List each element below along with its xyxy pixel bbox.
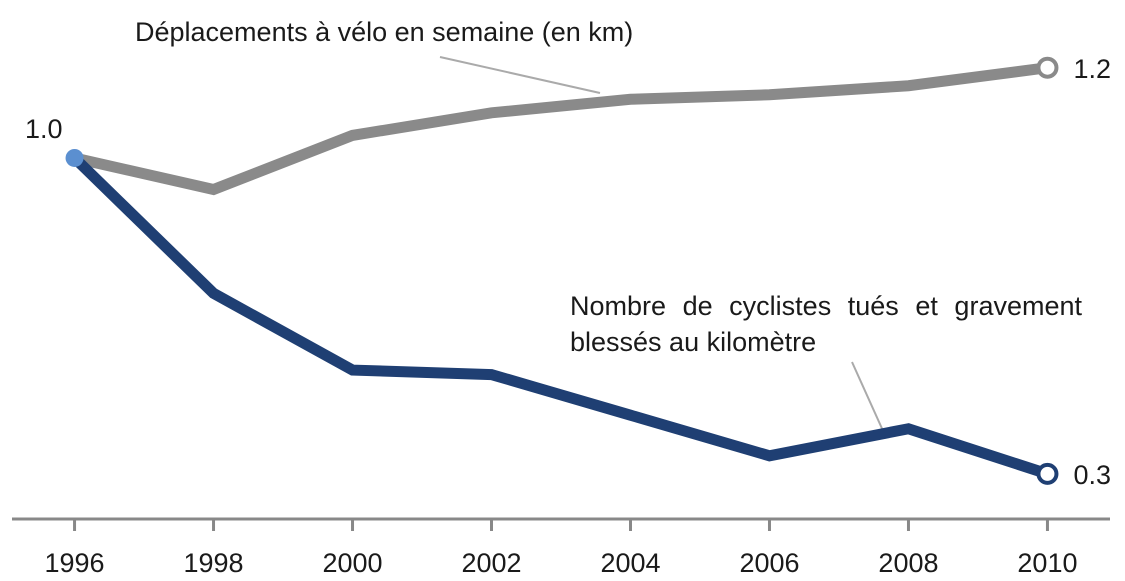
- data-label: 1.0: [25, 114, 63, 144]
- series-label: Déplacements à vélo en semaine (en km): [135, 17, 634, 47]
- leader-line: [439, 56, 601, 94]
- series-line: [70, 154, 1050, 480]
- x-tick-label: 2002: [461, 548, 521, 578]
- data-label: 1.2: [1073, 54, 1111, 84]
- x-tick-label: 2006: [739, 548, 799, 578]
- x-tick-label: 2008: [878, 548, 938, 578]
- series-label: Nombre de cyclistes tués et gravement bl…: [570, 291, 1082, 357]
- data-label: 0.3: [1073, 460, 1111, 490]
- x-tick-label: 2004: [600, 548, 660, 578]
- end-marker: [65, 148, 84, 167]
- x-tick-label: 1996: [45, 548, 105, 578]
- x-tick-label: 1998: [183, 548, 243, 578]
- leader-line: [851, 361, 885, 434]
- series-line: [73, 62, 1049, 196]
- end-marker: [1036, 56, 1059, 79]
- x-tick-label: 2010: [1017, 548, 1077, 578]
- x-tick-label: 2000: [322, 548, 382, 578]
- end-marker: [1036, 462, 1059, 485]
